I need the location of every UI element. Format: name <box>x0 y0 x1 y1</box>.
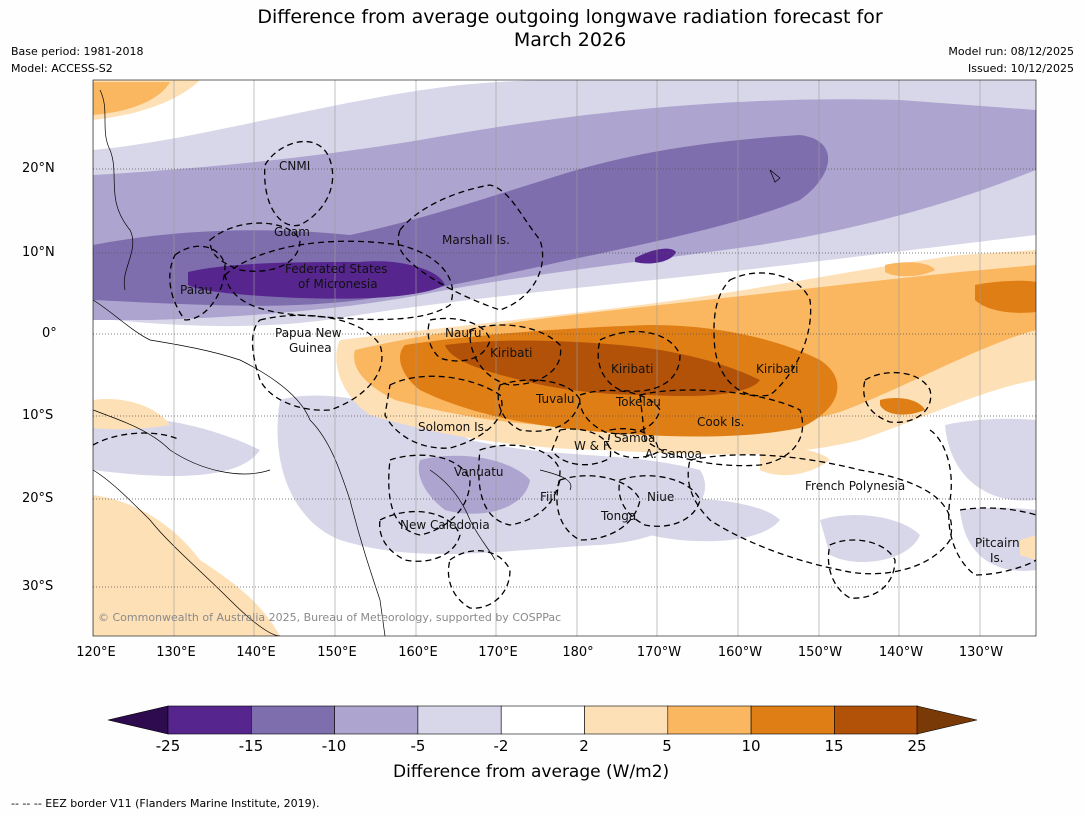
colorbar-extend-high <box>916 705 978 735</box>
lon-label: 160°W <box>717 645 763 660</box>
olr-anomaly-field: CNMI Guam Marshall Is. Federated States … <box>93 80 1036 636</box>
colorbar-bin <box>417 705 502 735</box>
model-run: Model run: 08/12/2025 <box>948 45 1074 58</box>
map-frame <box>92 79 1037 637</box>
left-metadata: Base period: 1981-2018 Model: ACCESS-S2 <box>11 43 143 77</box>
right-metadata: Model run: 08/12/2025 Issued: 10/12/2025 <box>948 43 1074 77</box>
colorbar-tick: -2 <box>493 737 509 755</box>
region-label: Tonga <box>600 509 636 523</box>
region-label: A. Samoa <box>645 447 702 461</box>
colorbar-title: Difference from average (W/m2) <box>393 762 670 782</box>
colorbar-bin <box>251 705 335 735</box>
colorbar-extend-low <box>107 705 169 735</box>
colorbar-bin <box>667 705 752 735</box>
lon-label: 120°E <box>76 645 116 660</box>
region-label: Palau <box>180 283 212 297</box>
region-label: Guinea <box>289 341 332 355</box>
base-period: Base period: 1981-2018 <box>11 45 144 58</box>
region-label: Is. <box>990 551 1004 565</box>
model-name: Model: ACCESS-S2 <box>11 62 113 75</box>
title-line-1: Difference from average outgoing longwav… <box>257 6 883 28</box>
lon-label: 150°E <box>317 645 357 660</box>
lon-label: 160°E <box>398 645 438 660</box>
region-label: Marshall Is. <box>442 233 510 247</box>
lon-label: 180° <box>562 645 594 660</box>
lon-label: 170°E <box>478 645 518 660</box>
colorbar-bin <box>167 705 252 735</box>
copyright-notice: © Commonwealth of Australia 2025, Bureau… <box>98 611 561 624</box>
colorbar-bin <box>334 705 419 735</box>
region-label: of Micronesia <box>298 277 378 291</box>
region-label: Papua New <box>275 326 342 340</box>
region-label: Vanuatu <box>454 465 504 479</box>
lon-label: 130°W <box>958 645 1004 660</box>
lat-label-equator: 0° <box>42 326 57 341</box>
lat-label-20n: 20°N <box>22 161 55 176</box>
lon-label: 140°W <box>878 645 924 660</box>
lat-label-20s: 20°S <box>22 491 54 506</box>
colorbar-bin <box>584 705 669 735</box>
region-label: CNMI <box>279 159 310 173</box>
region-label: Federated States <box>285 262 387 276</box>
lat-label-30s: 30°S <box>22 579 54 594</box>
lon-label: 150°W <box>797 645 843 660</box>
region-label: Solomon Is. <box>418 420 488 434</box>
colorbar-bin <box>500 705 585 735</box>
coastlines <box>93 89 781 636</box>
graticule-parallels <box>93 168 1036 588</box>
colorbar-tick: 15 <box>824 737 844 755</box>
colorbar-tick: -25 <box>155 737 181 755</box>
colorbar-tick: 10 <box>741 737 761 755</box>
colorbar-tick: 25 <box>907 737 927 755</box>
lat-label-10s: 10°S <box>22 408 54 423</box>
colorbar-bin <box>750 705 835 735</box>
lon-label: 140°E <box>236 645 276 660</box>
colorbar-tick: 5 <box>662 737 672 755</box>
region-label: Samoa <box>614 431 655 445</box>
colorbar <box>107 705 978 735</box>
colorbar-tick: -15 <box>238 737 264 755</box>
graticule-meridians <box>93 80 981 636</box>
region-label: Guam <box>274 225 310 239</box>
colorbar-tick: 2 <box>579 737 589 755</box>
region-label: Niue <box>647 490 674 504</box>
region-label: Kiribati <box>756 362 798 376</box>
map-title: Difference from average outgoing longwav… <box>0 6 1085 52</box>
colorbar-tick: -5 <box>410 737 426 755</box>
title-line-2: March 2026 <box>513 29 627 51</box>
region-label: Pitcairn <box>975 536 1020 550</box>
region-label: W & F <box>574 439 610 453</box>
colorbar-bin <box>834 705 919 735</box>
colorbar-bins <box>167 705 919 735</box>
issued-date: Issued: 10/12/2025 <box>967 62 1074 75</box>
lon-label: 130°E <box>156 645 196 660</box>
region-label: Tokelau <box>615 395 661 409</box>
colorbar-tick: -10 <box>321 737 347 755</box>
region-label: Kiribati <box>611 362 653 376</box>
region-label: Kiribati <box>490 346 532 360</box>
lat-label-10n: 10°N <box>22 245 55 260</box>
region-label: French Polynesia <box>805 479 905 493</box>
region-label: New Caledonia <box>400 518 490 532</box>
region-labels: CNMI Guam Marshall Is. Federated States … <box>180 159 1020 565</box>
eez-footnote: -- -- -- EEZ border V11 (Flanders Marine… <box>11 797 320 810</box>
region-label: Fiji <box>540 490 556 504</box>
eez-borders <box>93 140 1036 609</box>
region-label: Cook Is. <box>697 415 744 429</box>
region-label: Nauru <box>445 326 481 340</box>
region-label: Tuvalu <box>535 392 575 406</box>
lon-label: 170°W <box>636 645 682 660</box>
